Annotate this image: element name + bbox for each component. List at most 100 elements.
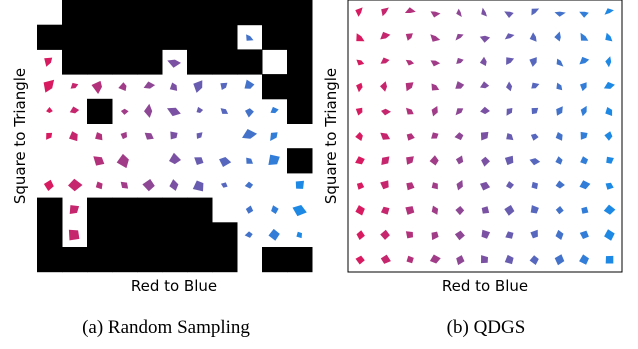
shape [144,103,153,118]
shape [605,56,612,68]
shape [455,108,464,116]
shape [531,107,539,115]
shape [529,32,537,42]
shape [356,59,365,66]
empty-cell [212,24,238,50]
shape [605,255,614,264]
shape [479,35,491,43]
shape [245,205,254,214]
shape [355,107,363,116]
shape [268,154,280,165]
shape [167,59,181,68]
shape [69,205,80,214]
shape [356,33,365,42]
shape [580,131,588,140]
shape [506,108,513,116]
empty-cell [112,247,138,273]
shape [405,82,414,92]
empty-cell [62,247,88,273]
shape [431,106,438,117]
shape [455,33,464,41]
shape [581,206,589,214]
shape [481,206,490,214]
shape [430,34,441,42]
shape [355,255,365,265]
shape [169,179,179,191]
empty-cell [187,222,213,248]
shape [430,60,441,67]
shape [404,7,416,13]
shape [170,131,178,140]
shape [580,82,587,92]
shape [429,155,439,166]
shape [431,205,439,215]
shape [604,8,614,15]
shape [554,11,566,17]
empty-cell [287,148,313,174]
shape [556,58,564,67]
shape [245,108,254,118]
shape [556,82,563,91]
empty-cell [37,247,63,273]
shape [531,82,540,89]
shape [579,230,589,239]
shape [406,133,415,141]
shape [356,230,365,240]
shape [355,156,365,165]
shape [120,108,129,115]
empty-cell [287,247,313,273]
shape [606,156,614,164]
shape [604,229,615,241]
shape [405,33,413,41]
shape [244,181,254,189]
shape [380,81,387,92]
shape [454,132,464,141]
shape [604,131,613,141]
shape [194,157,204,165]
empty-cell [287,49,313,75]
shape [555,229,564,240]
empty-cell [137,222,163,248]
empty-cell [112,49,138,75]
shape [380,132,391,140]
shape [506,133,514,141]
empty-cell [287,98,313,124]
shape [405,206,415,215]
shape [246,34,254,41]
shape [405,231,413,239]
panel-a [37,0,313,273]
shape [46,132,53,140]
shape [270,106,279,114]
shape [580,105,587,117]
y-axis-label: Square to Triangle [322,68,340,204]
shape [529,57,537,67]
shape [555,156,563,165]
empty-cell [262,0,288,26]
shape [504,205,515,216]
shape [169,152,181,165]
shape [603,81,615,89]
shape [91,80,102,94]
empty-cell [162,0,188,26]
empty-cell [37,197,63,223]
shape [580,32,589,41]
shape [380,180,389,190]
empty-cell [262,247,288,273]
shape [196,106,204,113]
shape [506,57,515,65]
shape [116,153,129,169]
shape [603,204,616,215]
empty-cell [87,49,113,75]
shape [555,206,564,215]
shape [46,107,53,113]
shape [380,254,391,264]
empty-cell [112,0,138,26]
shape [192,180,204,192]
shape [356,82,363,93]
shape [580,156,589,165]
shape [95,181,103,190]
caption: (b) QDGS [447,317,526,338]
shape [246,157,253,164]
shape [605,182,614,190]
empty-cell [62,0,88,26]
